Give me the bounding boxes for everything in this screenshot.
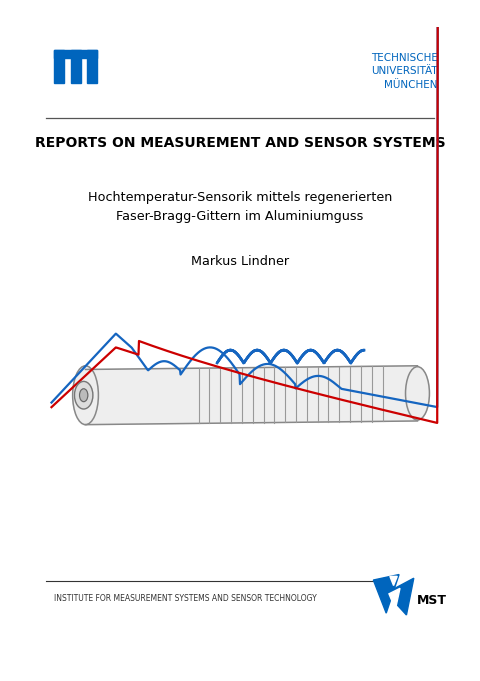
Text: REPORTS ON MEASUREMENT AND SENSOR SYSTEMS: REPORTS ON MEASUREMENT AND SENSOR SYSTEM… (35, 136, 445, 150)
Polygon shape (373, 575, 399, 613)
Bar (54, 50, 97, 58)
Text: MST: MST (417, 594, 446, 607)
Polygon shape (390, 576, 397, 586)
Ellipse shape (80, 389, 88, 402)
Ellipse shape (406, 366, 430, 420)
Text: Hochtemperatur-Sensorik mittels regenerierten
Faser-Bragg-Gittern im Aluminiumgu: Hochtemperatur-Sensorik mittels regeneri… (88, 191, 392, 223)
Bar (71, 50, 81, 84)
Polygon shape (386, 578, 414, 615)
Text: Markus Lindner: Markus Lindner (191, 255, 289, 268)
Bar (54, 50, 64, 84)
Text: INSTITUTE FOR MEASUREMENT SYSTEMS AND SENSOR TECHNOLOGY: INSTITUTE FOR MEASUREMENT SYSTEMS AND SE… (54, 594, 317, 603)
Bar (87, 50, 97, 84)
Polygon shape (85, 366, 418, 425)
Text: TECHNISCHE
UNIVERSITÄT
MÜNCHEN: TECHNISCHE UNIVERSITÄT MÜNCHEN (371, 53, 438, 89)
Polygon shape (389, 588, 400, 609)
Ellipse shape (74, 381, 93, 409)
Ellipse shape (72, 366, 98, 425)
